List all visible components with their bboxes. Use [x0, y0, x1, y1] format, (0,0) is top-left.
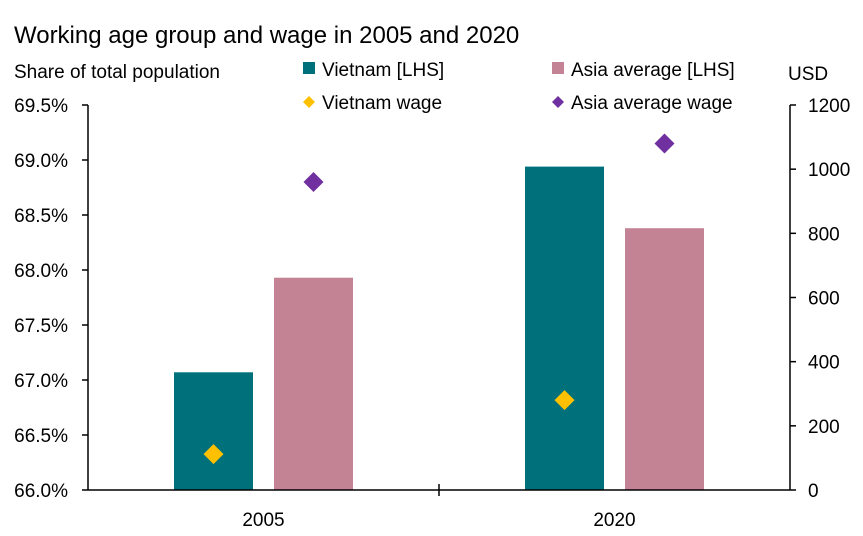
legend-label: Vietnam [LHS] — [322, 60, 444, 81]
right-tick-label: 1000 — [808, 160, 850, 181]
x-tick-label: 2020 — [593, 510, 635, 531]
marker-asia-average-wage-2005 — [303, 172, 324, 192]
legend-swatch-vietnam — [303, 62, 315, 74]
legend-label: Vietnam wage — [322, 93, 442, 114]
marker-vietnam-wage-2020 — [554, 390, 575, 411]
right-axis-ticks: 0 200 400 600 800 1000 1200 — [790, 96, 850, 502]
bar-asia-average-2020 — [625, 228, 704, 490]
right-tick-label: 800 — [808, 224, 840, 245]
legend-label: Asia average [LHS] — [571, 60, 735, 81]
left-tick-label: 68.0% — [14, 261, 68, 282]
legend-marker-vietnam-wage — [303, 96, 315, 108]
bar-vietnam-2020 — [525, 166, 604, 490]
markers — [203, 133, 675, 465]
left-tick-label: 68.5% — [14, 206, 68, 227]
marker-asia-average-wage-2020 — [654, 133, 675, 154]
left-tick-label: 66.0% — [14, 481, 68, 502]
left-tick-label: 69.5% — [14, 96, 68, 117]
legend-label: Asia average wage — [571, 93, 733, 114]
marker-vietnam-wage-2005 — [203, 444, 224, 465]
legend-marker-asia-average-wage — [552, 96, 564, 108]
x-tick-label: 2005 — [242, 510, 284, 531]
right-tick-label: 400 — [808, 353, 840, 374]
left-tick-label: 67.5% — [14, 316, 68, 337]
left-axis-label: Share of total population — [14, 62, 220, 83]
bar-asia-average-2005 — [274, 277, 353, 490]
left-tick-label: 67.0% — [14, 371, 68, 392]
legend: Vietnam [LHS] Asia average [LHS] Vietnam w… — [303, 60, 735, 114]
x-axis-labels: 2005 2020 — [242, 510, 635, 531]
bar-vietnam-2005 — [174, 372, 253, 490]
bars — [174, 166, 704, 490]
right-axis-label: USD — [788, 64, 828, 85]
right-tick-label: 0 — [808, 481, 819, 502]
left-tick-label: 69.0% — [14, 151, 68, 172]
right-tick-label: 1200 — [808, 96, 850, 117]
left-axis-ticks: 66.0% 66.5% 67.0% 67.5% 68.0% 68.5% 69.0% 69.5% — [14, 96, 88, 502]
legend-swatch-asia-average — [552, 62, 564, 74]
chart-title: Working age group and wage in 2005 and 2… — [14, 22, 519, 49]
axes — [87, 105, 791, 496]
right-tick-label: 200 — [808, 417, 840, 438]
right-tick-label: 600 — [808, 289, 840, 310]
left-tick-label: 66.5% — [14, 426, 68, 447]
